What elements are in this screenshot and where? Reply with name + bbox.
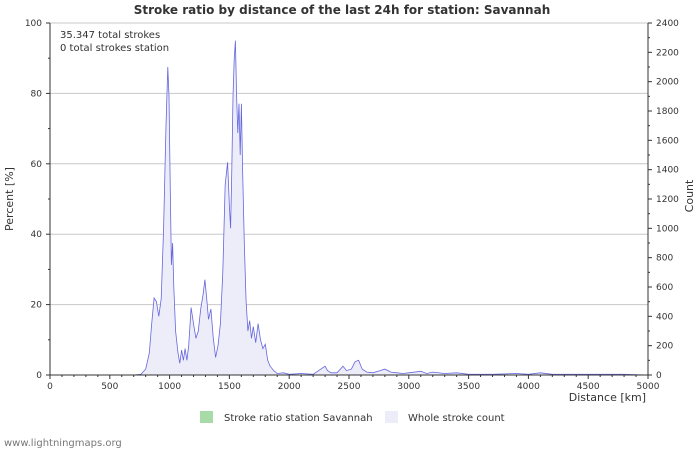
gridlines bbox=[50, 22, 648, 306]
y-left-tick-label-0: 0 bbox=[36, 371, 42, 381]
y-right-tick-label-2000: 2000 bbox=[656, 78, 679, 88]
x-tick-label-2500: 2500 bbox=[338, 382, 361, 392]
ticks: 0 500 1000 1500 2000 2500 3000 3500 4000 4500 5000… bbox=[25, 19, 679, 392]
y-right-tick-label-2400: 2400 bbox=[656, 19, 679, 29]
y-left-tick-label-100: 100 bbox=[25, 19, 42, 29]
y-left-tick-label-40: 40 bbox=[31, 230, 43, 240]
y-right-tick-label-1200: 1200 bbox=[656, 195, 679, 205]
series-area bbox=[50, 40, 649, 376]
y-right-tick-label-600: 600 bbox=[656, 283, 673, 293]
y-right-tick-label-400: 400 bbox=[656, 312, 673, 322]
y-axis-left-label: Percent [%] bbox=[3, 167, 16, 231]
legend-swatch-station bbox=[200, 411, 213, 423]
x-tick-label-2000: 2000 bbox=[278, 382, 301, 392]
x-tick-label-5000: 5000 bbox=[637, 382, 660, 392]
plot-area bbox=[50, 23, 648, 375]
y-right-tick-label-800: 800 bbox=[656, 254, 673, 264]
y-right-tick-label-1800: 1800 bbox=[656, 107, 679, 117]
annotation-station-strokes: 0 total strokes station bbox=[60, 43, 169, 54]
y-right-tick-label-1000: 1000 bbox=[656, 224, 679, 234]
legend-label-station: Stroke ratio station Savannah bbox=[224, 413, 373, 424]
chart-title: Stroke ratio by distance of the last 24h… bbox=[134, 3, 551, 17]
series-line-whole-stroke-count bbox=[50, 40, 649, 376]
x-tick-label-500: 500 bbox=[101, 382, 118, 392]
y-axis-right-label: Count bbox=[683, 179, 696, 212]
x-tick-label-3000: 3000 bbox=[397, 382, 420, 392]
x-tick-label-4500: 4500 bbox=[577, 382, 600, 392]
y-right-tick-label-0: 0 bbox=[656, 371, 662, 381]
y-right-tick-label-1600: 1600 bbox=[656, 136, 679, 146]
x-tick-label-1500: 1500 bbox=[218, 382, 241, 392]
y-left-tick-label-60: 60 bbox=[31, 160, 43, 170]
y-left-tick-label-20: 20 bbox=[31, 301, 43, 311]
footer-credit: www.lightningmaps.org bbox=[4, 438, 122, 449]
legend-label-whole: Whole stroke count bbox=[408, 413, 505, 424]
y-right-tick-label-2200: 2200 bbox=[656, 48, 679, 58]
annotation-total-strokes: 35.347 total strokes bbox=[60, 30, 160, 41]
x-tick-label-1000: 1000 bbox=[158, 382, 181, 392]
x-tick-label-0: 0 bbox=[47, 382, 53, 392]
series-fill-whole-stroke-count bbox=[50, 40, 648, 375]
x-axis-label: Distance [km] bbox=[569, 391, 646, 404]
y-right-tick-label-200: 200 bbox=[656, 342, 673, 352]
x-tick-label-4000: 4000 bbox=[517, 382, 540, 392]
y-right-tick-label-1400: 1400 bbox=[656, 166, 679, 176]
x-tick-label-3500: 3500 bbox=[457, 382, 480, 392]
y-left-tick-label-80: 80 bbox=[31, 89, 43, 99]
legend-swatch-whole bbox=[385, 411, 398, 423]
